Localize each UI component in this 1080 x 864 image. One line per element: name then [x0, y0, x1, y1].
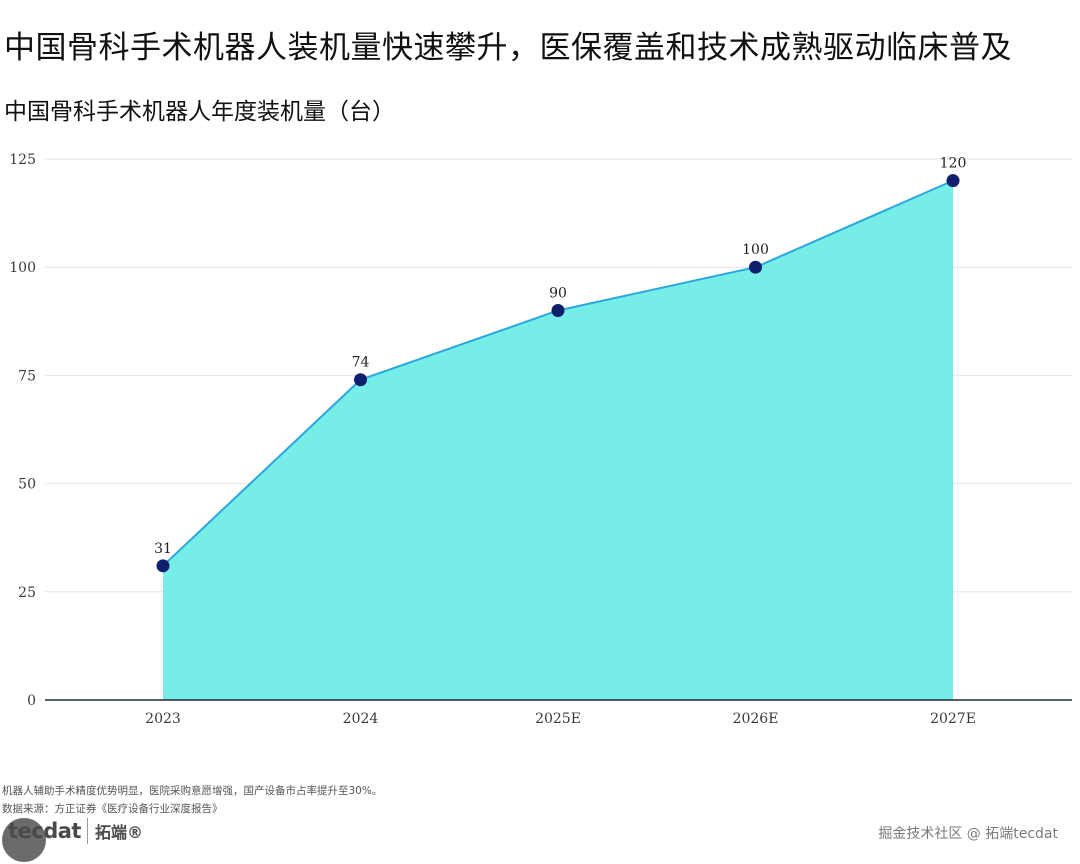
data-point-2027E — [946, 174, 960, 188]
watermark: 掘金技术社区 @ 拓端tecdat — [878, 826, 1058, 842]
logo-divider — [86, 818, 88, 844]
data-label: 74 — [352, 355, 370, 371]
y-tick-label: 0 — [27, 693, 36, 709]
y-tick-label: 25 — [18, 585, 36, 601]
logo-cn-text: 拓端® — [94, 823, 143, 842]
brand-logo: tecdat 拓端® — [2, 818, 143, 862]
footnote: 机器人辅助手术精度优势明显，医院采购意愿增强，国产设备市占率提升至30%。 — [2, 785, 383, 797]
area-fill — [163, 180, 953, 700]
chart-title: 中国骨科手术机器人年度装机量（台） — [4, 99, 395, 125]
data-label: 120 — [940, 156, 967, 172]
data-label: 100 — [742, 242, 769, 258]
data-point-2023 — [156, 559, 170, 573]
area-chart: 0 25 50 75 100 125 31 2023 74 2024 90 2025E 100 2026E… — [9, 152, 1072, 727]
logo-circle-icon — [2, 818, 46, 862]
x-tick-label: 2023 — [145, 711, 181, 727]
data-point-2025E — [551, 303, 565, 317]
y-tick-label: 125 — [9, 152, 36, 168]
y-tick-label: 100 — [9, 260, 36, 276]
x-tick-label: 2027E — [930, 711, 976, 727]
headline: 中国骨科手术机器人装机量快速攀升，医保覆盖和技术成熟驱动临床普及 — [4, 30, 1012, 66]
logo-text: tecdat — [8, 819, 81, 843]
y-tick-label: 75 — [18, 368, 36, 384]
data-point-2026E — [749, 260, 762, 274]
x-tick-label: 2026E — [733, 711, 779, 727]
x-tick-label: 2025E — [535, 711, 581, 727]
y-tick-label: 50 — [18, 477, 36, 493]
data-label: 31 — [154, 541, 172, 557]
data-point-2024 — [354, 373, 367, 387]
source-note: 数据来源：方正证券《医疗设备行业深度报告》 — [2, 803, 223, 815]
x-tick-label: 2024 — [343, 711, 379, 727]
data-label: 90 — [549, 285, 567, 301]
